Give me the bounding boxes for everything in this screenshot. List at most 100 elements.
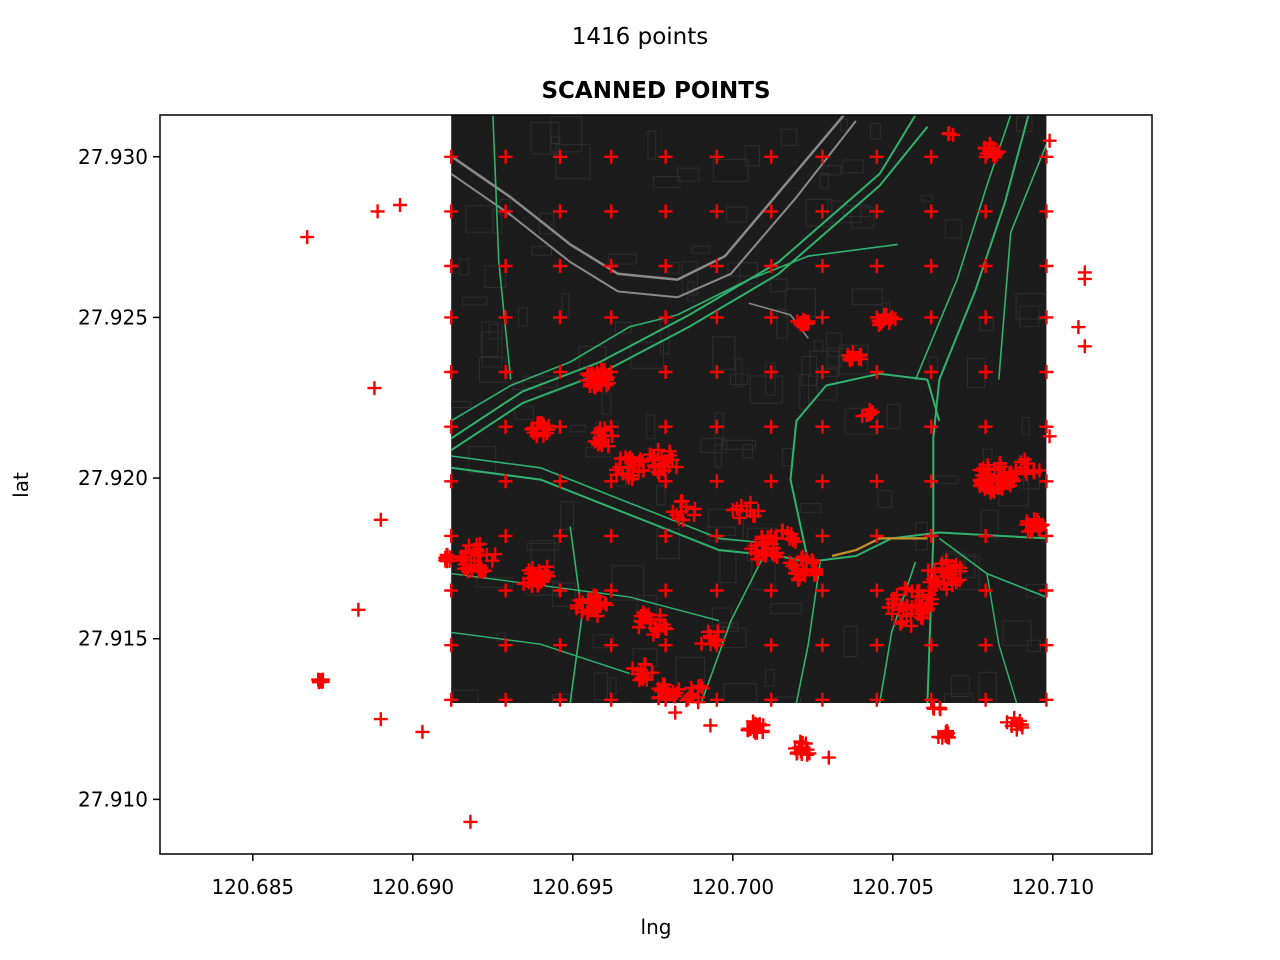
scan-point	[1039, 149, 1054, 164]
scan-point	[924, 310, 939, 325]
x-tick-label: 120.695	[531, 875, 614, 899]
scan-point	[756, 718, 771, 733]
scan-point	[553, 692, 567, 707]
scan-point	[695, 681, 710, 696]
scan-point	[766, 541, 781, 556]
scan-point	[883, 311, 898, 326]
scan-point	[732, 510, 747, 525]
scan-point	[631, 620, 646, 635]
scan-point	[764, 310, 779, 325]
scan-point	[815, 259, 830, 273]
scan-point	[444, 583, 459, 598]
scan-point	[787, 558, 802, 573]
scan-point	[899, 598, 914, 613]
y-tick-label: 27.920	[78, 466, 148, 490]
scan-point	[1077, 339, 1092, 354]
scan-point	[604, 528, 619, 543]
scan-point	[872, 314, 887, 329]
scan-point	[498, 419, 513, 434]
scan-point	[978, 310, 993, 325]
chart-title: SCANNED POINTS	[541, 78, 770, 104]
scan-point	[498, 204, 513, 219]
scan-point	[1039, 474, 1054, 489]
scan-point	[981, 461, 996, 476]
scan-point	[658, 419, 673, 434]
road	[451, 631, 631, 675]
scan-point	[653, 608, 668, 623]
y-tick-label: 27.925	[78, 305, 148, 329]
road	[451, 126, 929, 452]
scan-point	[658, 638, 673, 653]
scan-point	[939, 553, 954, 568]
scan-point	[530, 578, 545, 593]
scan-point	[665, 504, 680, 519]
scan-point	[1039, 310, 1054, 325]
scan-point	[651, 624, 665, 639]
scan-point	[978, 638, 993, 653]
scan-point	[711, 633, 725, 648]
scan-point	[764, 149, 779, 164]
scan-point	[456, 553, 471, 568]
scan-point	[590, 609, 605, 623]
scan-point	[618, 450, 633, 465]
scan-point	[582, 369, 597, 384]
scan-point	[869, 259, 884, 273]
scan-point	[924, 419, 939, 434]
scan-point	[795, 549, 810, 564]
scan-point	[815, 149, 830, 164]
scan-point	[709, 259, 724, 273]
scan-point	[978, 583, 993, 598]
scan-point	[912, 606, 927, 621]
scan-point	[764, 259, 779, 273]
scan-point	[498, 692, 513, 707]
scan-point	[444, 692, 459, 707]
scan-point	[671, 682, 686, 697]
scan-point	[498, 149, 513, 164]
road	[451, 572, 720, 622]
scan-point	[688, 501, 702, 516]
road	[938, 115, 1030, 380]
scan-point	[746, 508, 761, 523]
x-tick-label: 120.710	[1011, 875, 1094, 899]
scan-point	[869, 204, 884, 219]
scan-point	[658, 204, 673, 219]
scan-point	[679, 499, 694, 514]
scan-point	[764, 474, 779, 489]
scan-point	[646, 451, 661, 465]
scan-point	[471, 561, 486, 576]
scan-point	[932, 700, 947, 715]
map-base	[451, 115, 1047, 703]
scan-point	[658, 310, 673, 325]
scan-point	[709, 583, 724, 598]
scan-point	[904, 618, 919, 633]
scan-point	[815, 204, 830, 219]
road	[998, 144, 1047, 380]
scan-point	[815, 365, 830, 379]
scan-point	[899, 582, 914, 597]
scan-point	[708, 634, 723, 649]
scan-point	[553, 638, 567, 653]
scan-point	[709, 474, 724, 489]
scan-point	[937, 575, 951, 590]
y-tick-label: 27.915	[78, 627, 148, 651]
scan-point	[978, 528, 993, 543]
scan-point	[604, 583, 619, 598]
scan-point	[1000, 715, 1014, 730]
road	[926, 379, 941, 703]
scan-point	[553, 259, 567, 273]
scan-point	[662, 444, 677, 459]
scan-point	[924, 528, 939, 543]
scan-point	[709, 310, 724, 325]
road	[451, 243, 898, 422]
scan-point	[1042, 429, 1057, 444]
scan-point	[498, 474, 513, 489]
scan-point	[978, 204, 993, 219]
scan-point	[553, 528, 567, 543]
scan-point	[526, 570, 541, 585]
scan-point	[621, 470, 636, 485]
scan-point	[869, 638, 884, 653]
scan-point	[744, 541, 759, 556]
scan-point	[553, 204, 567, 219]
y-tick-label: 27.930	[78, 145, 148, 169]
x-tick-label: 120.705	[851, 875, 934, 899]
